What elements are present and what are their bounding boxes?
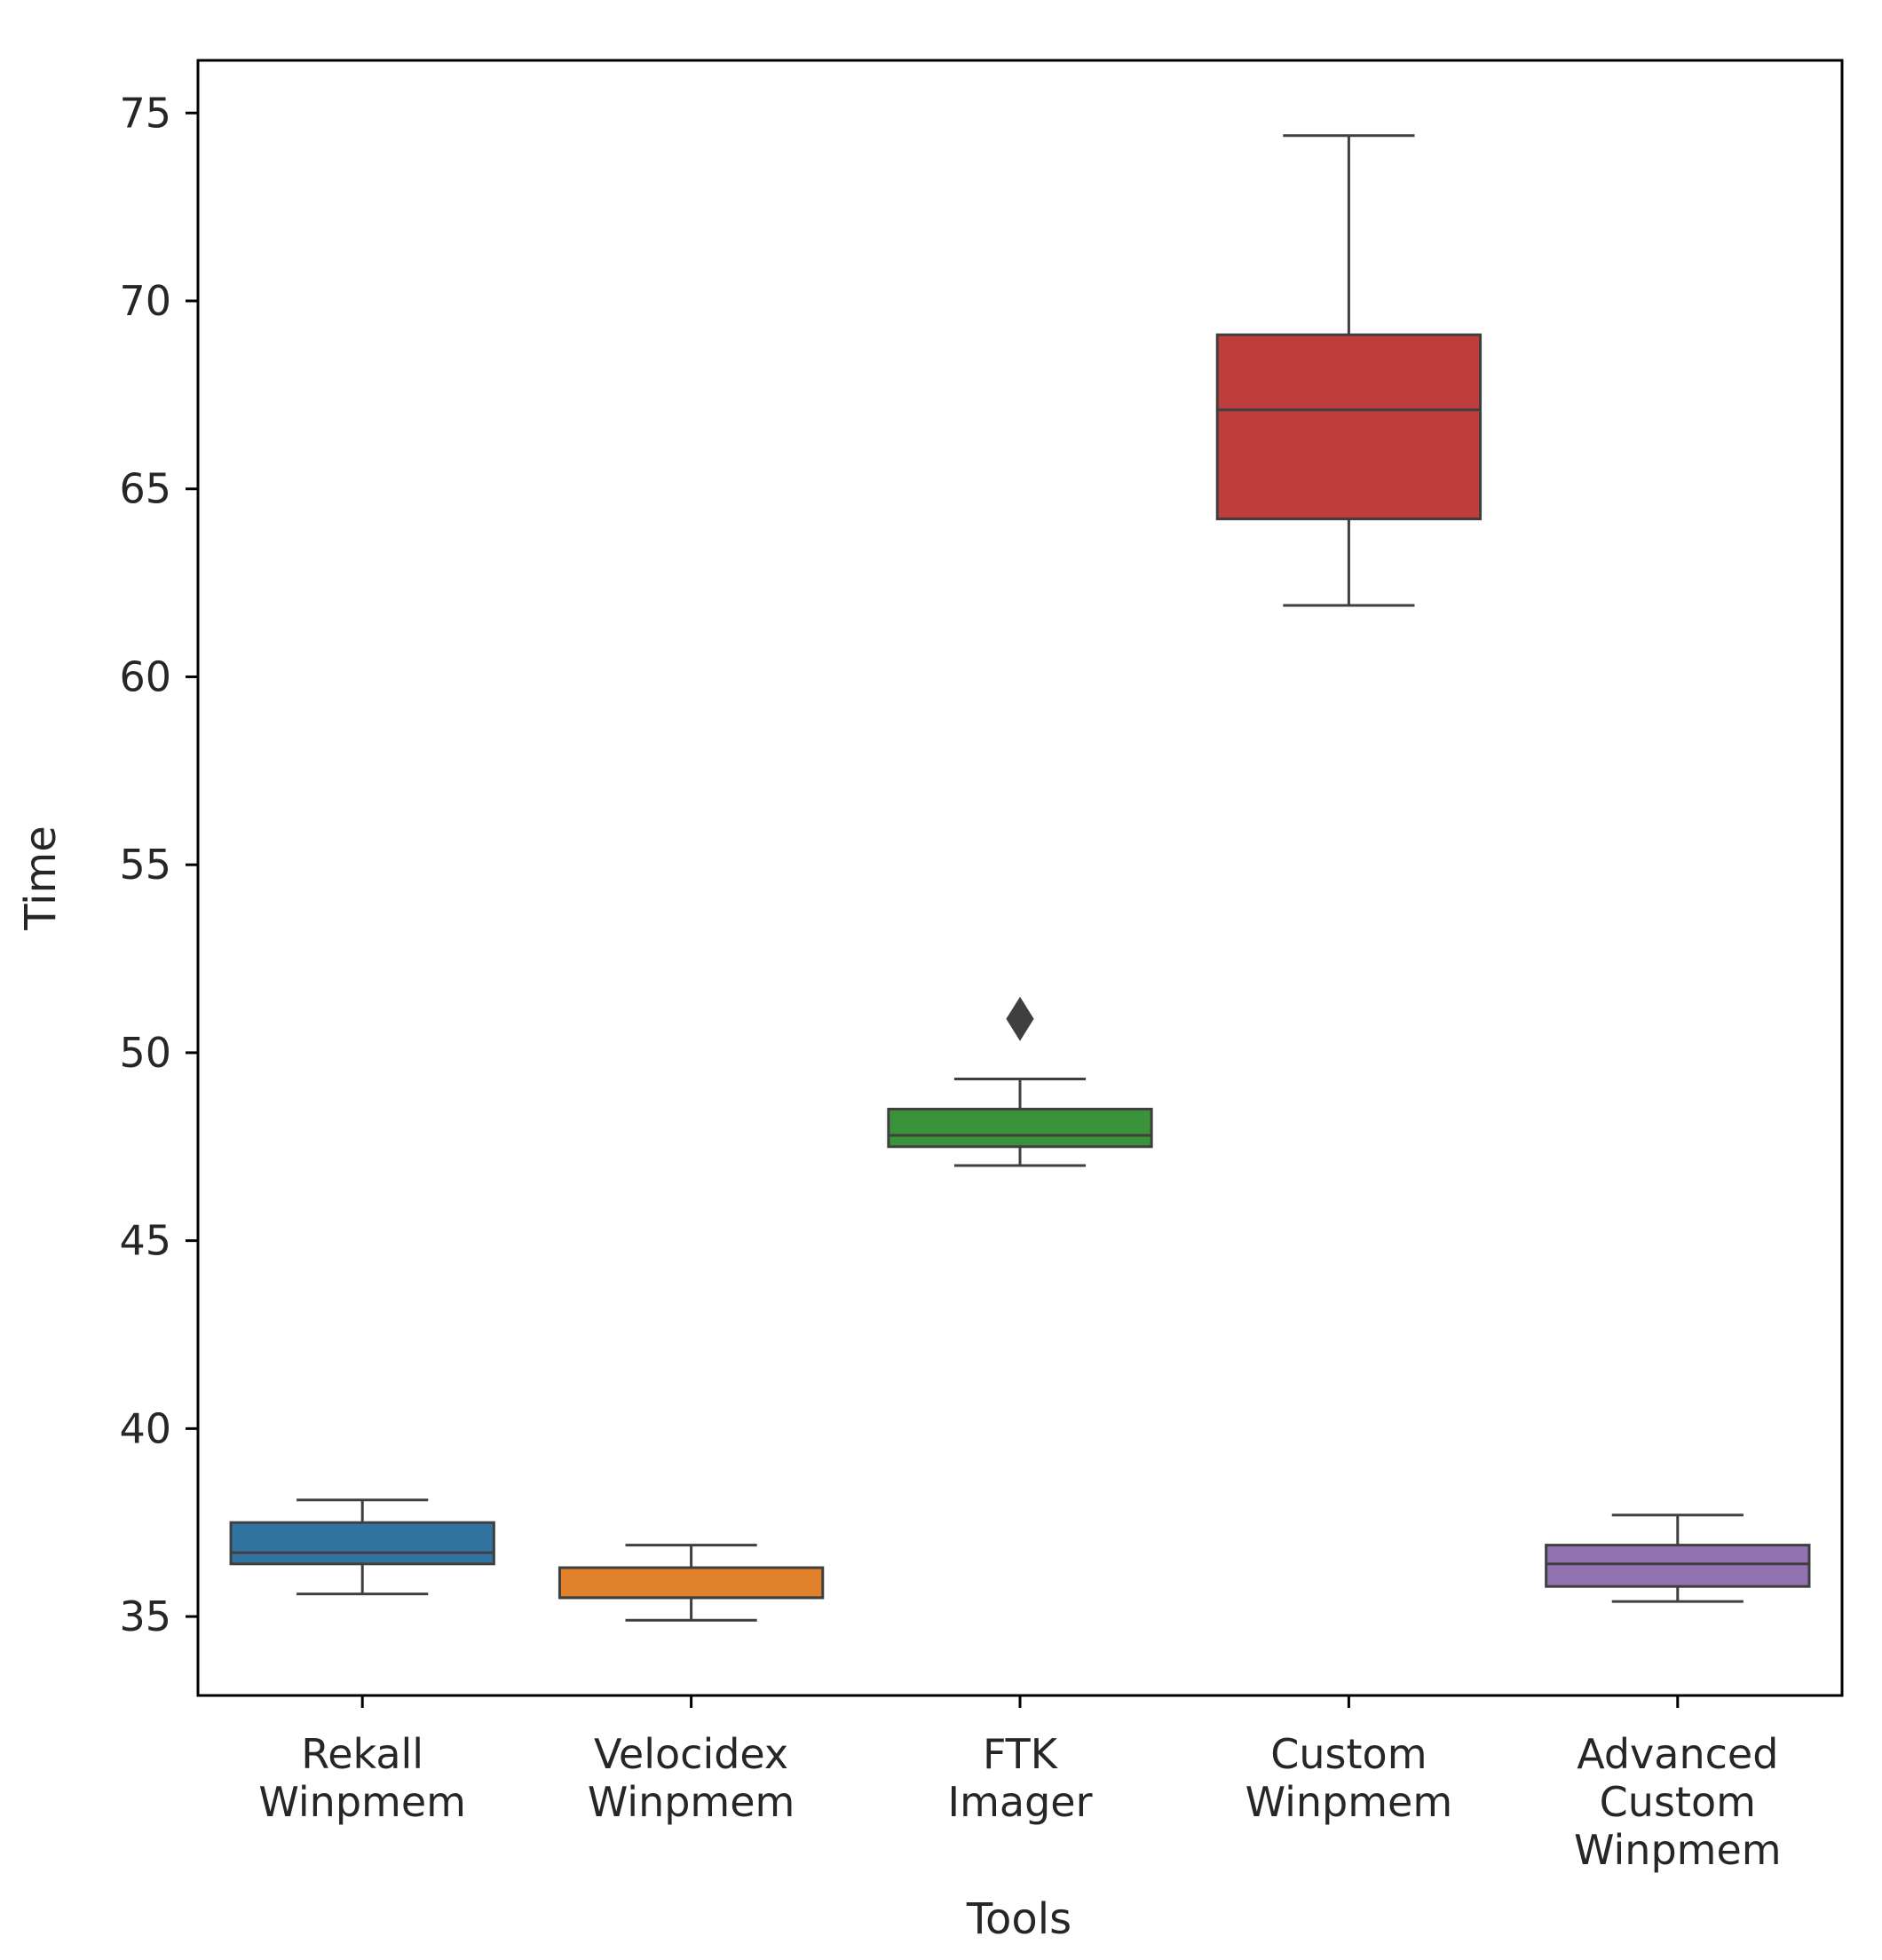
iqr-box bbox=[1215, 333, 1483, 521]
y-tick-label: 55 bbox=[119, 841, 171, 889]
x-tick-label: Rekall Winpmem bbox=[258, 1730, 466, 1826]
y-tick-label: 60 bbox=[119, 652, 171, 700]
y-tick-label: 35 bbox=[119, 1592, 171, 1640]
x-tick-label-line: Rekall bbox=[301, 1730, 423, 1778]
box-4 bbox=[1215, 134, 1483, 607]
iqr-box bbox=[887, 1107, 1153, 1149]
y-tick-label: 40 bbox=[119, 1404, 171, 1452]
box-series bbox=[229, 134, 1811, 1622]
box-3 bbox=[887, 996, 1153, 1167]
outlier-point bbox=[1006, 996, 1034, 1041]
y-axis-title: Time bbox=[16, 826, 66, 930]
x-tick-label-line: Winpmem bbox=[1574, 1826, 1782, 1874]
y-tick-label: 65 bbox=[119, 465, 171, 513]
x-tick-label-line: Velocidex bbox=[594, 1730, 788, 1778]
x-tick-label-line: Custom bbox=[1600, 1778, 1756, 1826]
x-tick-label-line: Advanced bbox=[1577, 1730, 1778, 1778]
iqr-box bbox=[229, 1521, 495, 1566]
y-tick-label: 75 bbox=[119, 89, 171, 137]
iqr-box bbox=[557, 1566, 825, 1600]
x-tick-label: FTK Imager bbox=[948, 1730, 1093, 1826]
box-2 bbox=[557, 1544, 825, 1622]
x-tick-label-line: Custom bbox=[1270, 1730, 1427, 1778]
x-tick-label-line: Imager bbox=[948, 1778, 1093, 1826]
x-tick-label-line: FTK bbox=[983, 1730, 1059, 1778]
iqr-box bbox=[1545, 1544, 1811, 1588]
x-tick-label-line: Winpmem bbox=[588, 1778, 795, 1826]
box-5 bbox=[1545, 1513, 1811, 1603]
x-axis-title: Tools bbox=[966, 1894, 1071, 1944]
y-tick-label: 50 bbox=[119, 1029, 171, 1077]
box-1 bbox=[229, 1498, 495, 1596]
y-tick-label: 70 bbox=[119, 277, 171, 325]
x-tick-label: Velocidex Winpmem bbox=[588, 1730, 795, 1826]
plot-frame bbox=[196, 59, 1844, 1697]
x-tick-label: Custom Winpmem bbox=[1245, 1730, 1453, 1826]
x-tick-label-line: Winpmem bbox=[1245, 1778, 1453, 1826]
x-tick-label: Advanced Custom Winpmem bbox=[1574, 1730, 1782, 1874]
x-tick-label-line: Winpmem bbox=[258, 1778, 466, 1826]
y-axis: 35 40 45 50 55 60 65 70 75 bbox=[119, 89, 198, 1640]
y-tick-label: 45 bbox=[119, 1217, 171, 1265]
